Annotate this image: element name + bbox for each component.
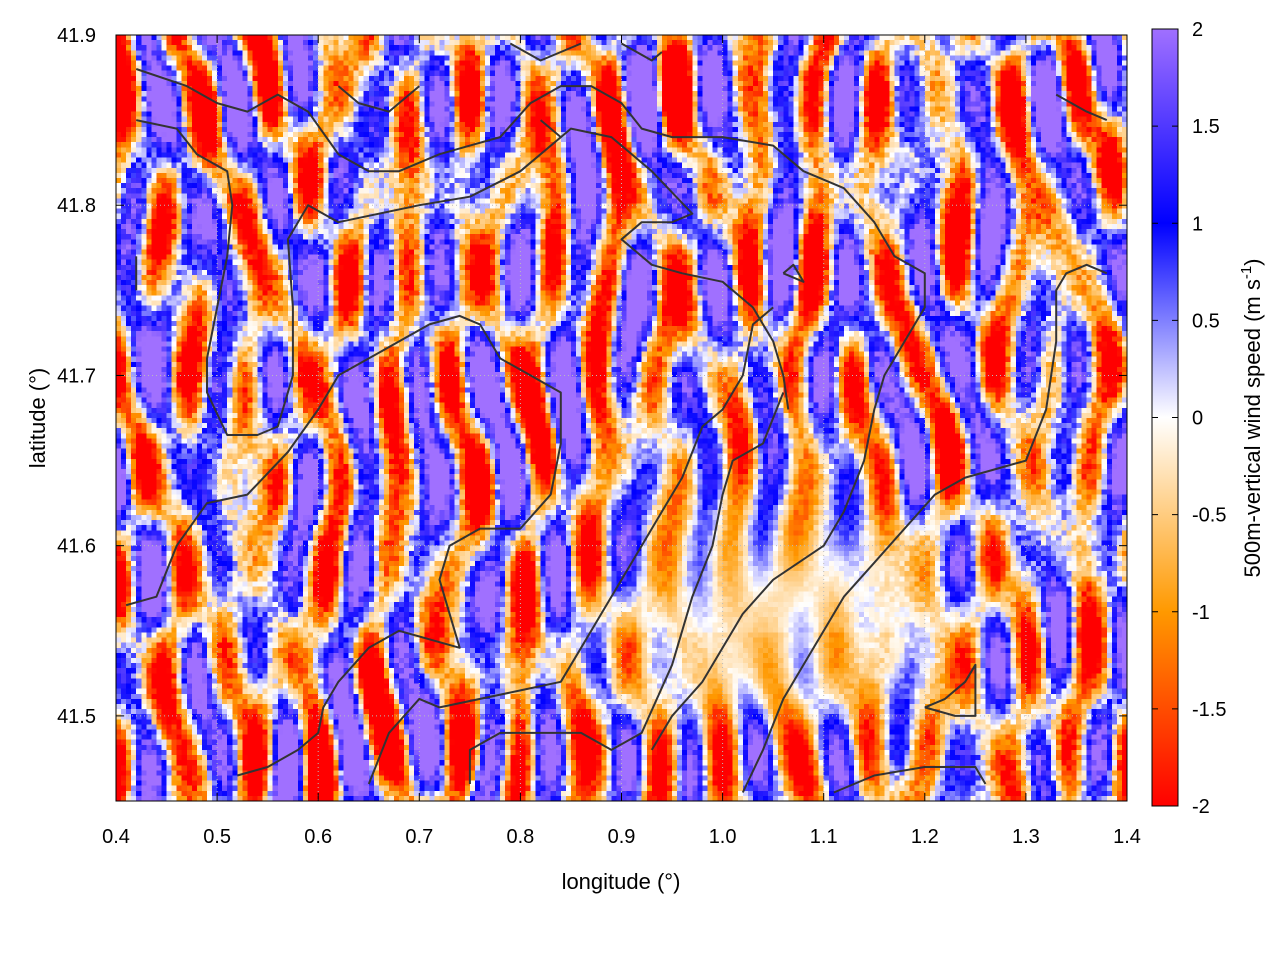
- grid-lines: [116, 35, 1127, 801]
- y-axis-ticks: 41.5 41.6 41.7 41.8 41.9: [57, 25, 1127, 728]
- contour-line: [539, 119, 562, 138]
- y-tick-label: 41.5: [57, 706, 96, 728]
- y-tick-label: 41.8: [57, 195, 96, 217]
- colorbar-label: 500m-vertical wind speed (m s-1): [1238, 258, 1265, 577]
- terrain-contours: [125, 42, 1108, 794]
- x-tick-label: 1.4: [1113, 826, 1141, 848]
- contour-line: [509, 42, 582, 62]
- contour-line: [367, 306, 774, 785]
- heatmap-image: [116, 35, 1127, 801]
- colorbar-tick-label: -1: [1192, 602, 1210, 624]
- contour-line: [1055, 93, 1108, 122]
- colorbar-tick-label: 0.5: [1192, 310, 1220, 332]
- colorbar-tick-label: 1.5: [1192, 116, 1220, 138]
- contour-line: [135, 119, 790, 436]
- x-tick-label: 0.7: [405, 826, 433, 848]
- heatmap-field: [116, 35, 1127, 801]
- colorbar-label-main: 500m-vertical wind speed (m s: [1240, 279, 1265, 577]
- colorbar-tick-label: 1: [1192, 213, 1203, 235]
- y-tick-label: 41.6: [57, 536, 96, 558]
- colorbar-tick-label: -1.5: [1192, 699, 1226, 721]
- x-tick-label: 0.8: [506, 826, 534, 848]
- x-tick-label: 1.0: [709, 826, 737, 848]
- colorbar-label-close: ): [1240, 258, 1265, 265]
- x-tick-label: 0.6: [304, 826, 332, 848]
- x-tick-label: 1.2: [911, 826, 939, 848]
- contour-line: [621, 42, 663, 62]
- contour-line: [468, 392, 785, 784]
- y-tick-label: 41.9: [57, 25, 96, 47]
- colorbar-tick-label: 0: [1192, 408, 1203, 430]
- x-tick-label: 0.4: [102, 826, 130, 848]
- x-tick-label: 1.1: [810, 826, 838, 848]
- contour-line: [782, 263, 805, 283]
- y-axis-label: latitude (°): [25, 368, 50, 469]
- contour-line: [125, 314, 562, 777]
- contour-line: [135, 68, 926, 751]
- contour-line: [337, 85, 420, 113]
- contour-line: [924, 663, 977, 717]
- colorbar-tick-label: -0.5: [1192, 505, 1226, 527]
- x-axis-label: longitude (°): [562, 869, 681, 894]
- x-tick-label: 0.9: [608, 826, 636, 848]
- x-tick-label: 0.5: [203, 826, 231, 848]
- colorbar-ticks: 2 1.5 1 0.5 0 -0.5 -1 -1.5 -2: [1152, 19, 1226, 818]
- y-tick-label: 41.7: [57, 365, 96, 387]
- colorbar-tick-label: -2: [1192, 796, 1210, 818]
- x-tick-label: 1.3: [1012, 826, 1040, 848]
- colorbar-tick-label: 2: [1192, 19, 1203, 41]
- colorbar-label-sup: -1: [1238, 266, 1255, 279]
- contour-line: [741, 263, 1108, 793]
- x-axis-ticks: 0.4 0.5 0.6 0.7 0.8 0.9 1.0 1.1 1.2 1.3 1.4: [102, 35, 1141, 848]
- contour-line: [833, 766, 987, 794]
